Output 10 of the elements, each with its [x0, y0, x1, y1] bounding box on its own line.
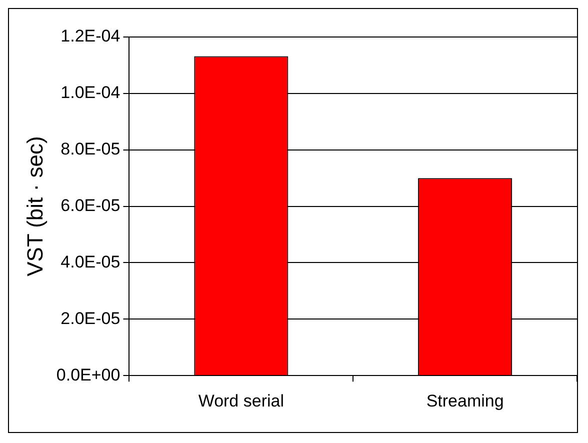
y-tick-label: 6.0E-05	[60, 196, 120, 215]
y-tick-label: 4.0E-05	[60, 252, 120, 272]
y-tick-label: 8.0E-05	[60, 140, 120, 159]
y-tick-label: 0.0E+00	[56, 365, 120, 384]
y-axis-title: VST (bit · sec)	[22, 136, 48, 276]
y-tick-label: 1.0E-04	[60, 83, 120, 102]
x-tick-label: Word serial	[198, 391, 284, 410]
y-tick-label: 2.0E-05	[60, 308, 120, 328]
x-tick-label: Streaming	[426, 391, 504, 410]
y-tick-label: 1.2E-04	[60, 26, 120, 46]
